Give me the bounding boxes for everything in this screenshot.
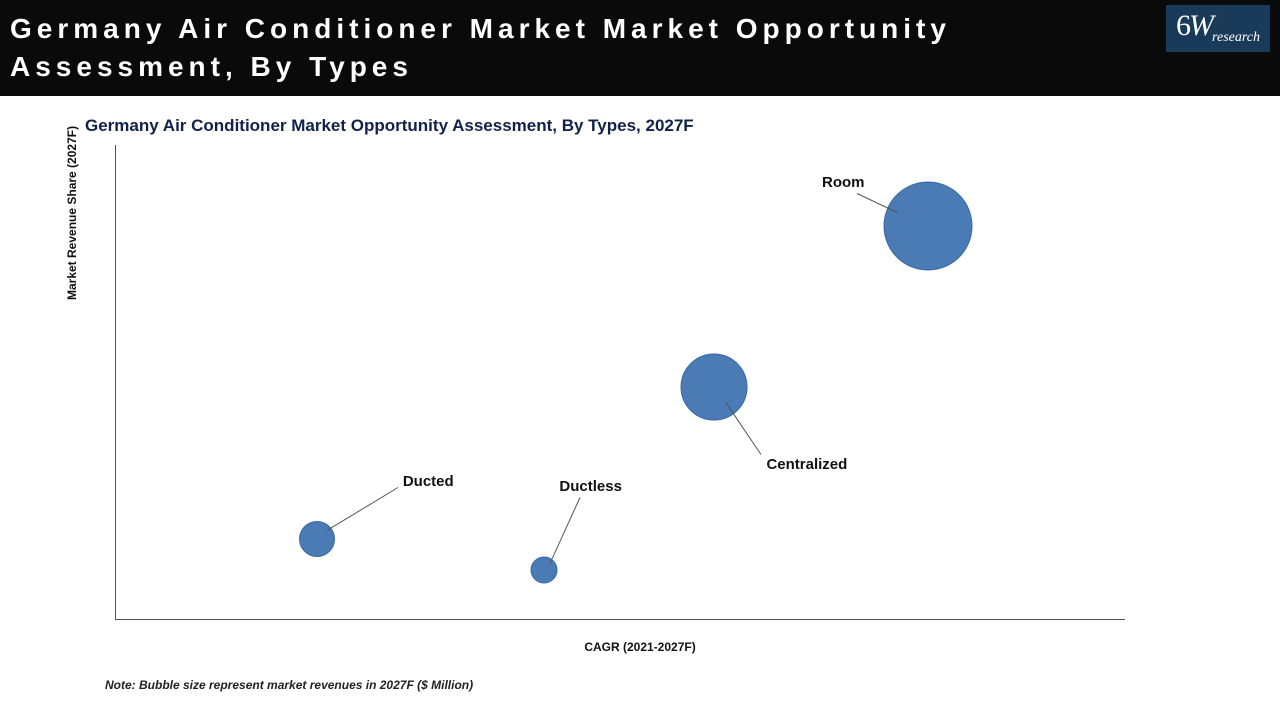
bubble-label-centralized: Centralized (766, 456, 847, 473)
logo-w: W (1189, 9, 1214, 42)
page-title: Germany Air Conditioner Market Market Op… (10, 10, 1010, 86)
y-axis-label: Market Revenue Share (2027F) (65, 126, 79, 300)
bubble-label-ducted: Ducted (403, 473, 454, 490)
brand-logo: 6Wresearch (1166, 5, 1270, 52)
x-axis-label: CAGR (2021-2027F) (0, 640, 1280, 654)
y-axis-line (115, 145, 116, 620)
chart-title: Germany Air Conditioner Market Opportuni… (85, 116, 694, 136)
bubble-ductless (531, 557, 558, 584)
leader-line (549, 497, 580, 564)
bubble-label-room: Room (822, 174, 865, 191)
bubble-ducted (299, 521, 335, 557)
bubble-room (884, 181, 973, 270)
bubble-label-ductless: Ductless (559, 478, 622, 495)
logo-sub: research (1212, 30, 1260, 45)
header-bar: Germany Air Conditioner Market Market Op… (0, 0, 1280, 96)
bubble-chart: Room Centralized Ducted Ductless (115, 145, 1125, 620)
bubble-centralized (680, 354, 747, 421)
leader-line (726, 402, 762, 455)
chart-footnote: Note: Bubble size represent market reven… (105, 678, 473, 692)
x-axis-line (115, 619, 1125, 620)
leader-line (327, 487, 398, 531)
